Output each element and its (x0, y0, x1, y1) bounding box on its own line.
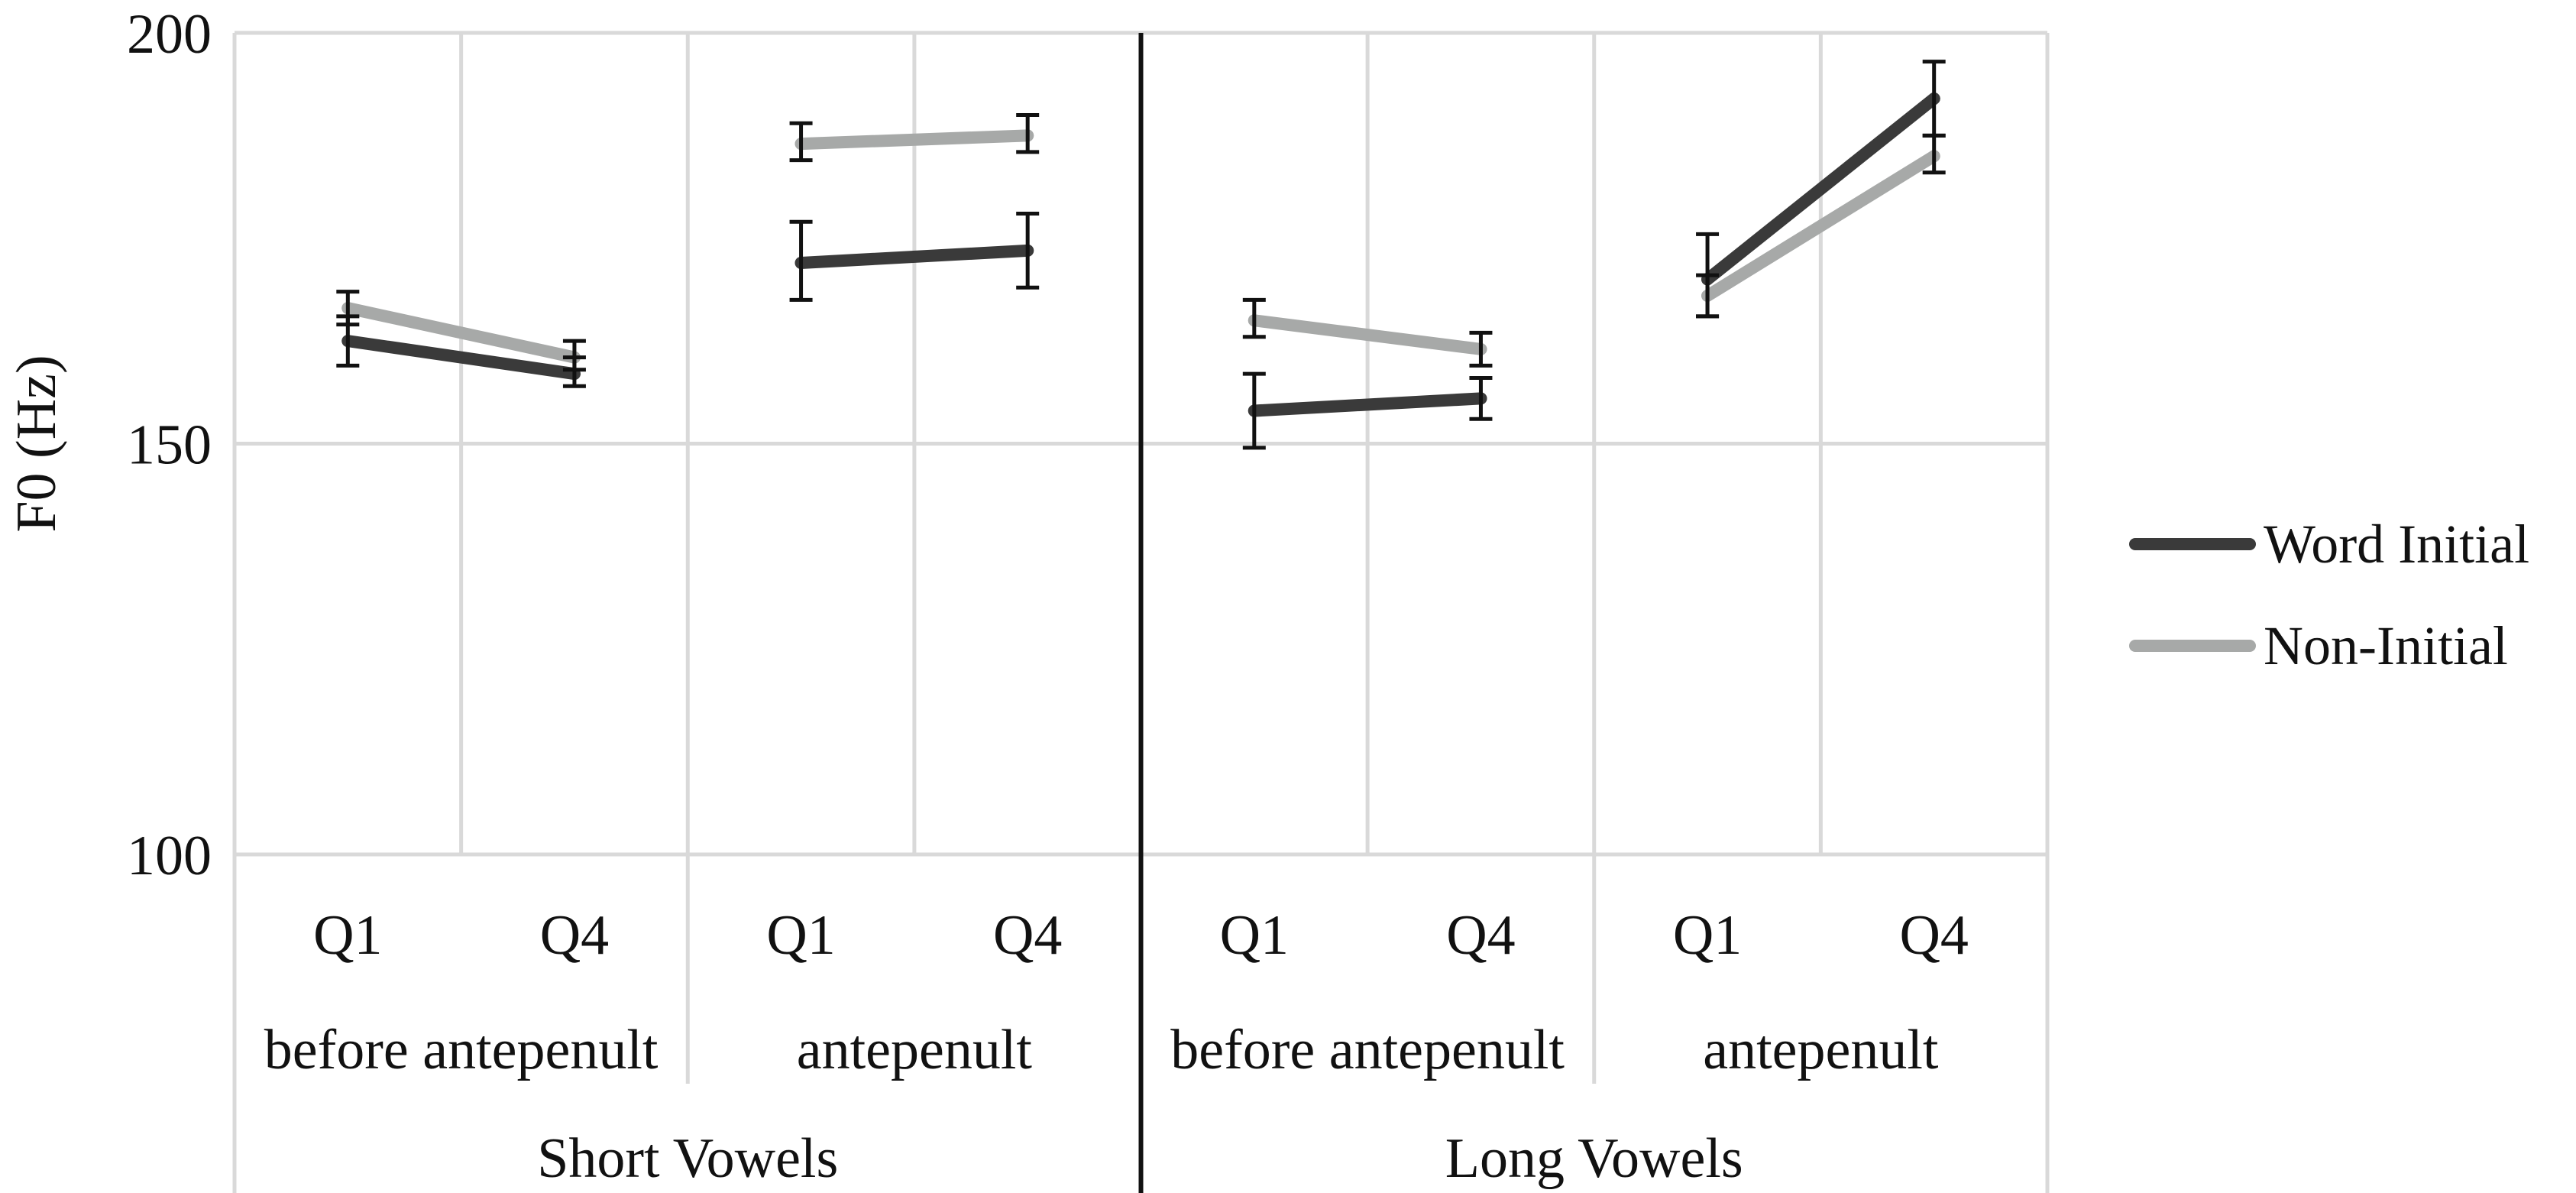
position-label: before antepenult (1170, 1019, 1565, 1081)
y-tick-label: 150 (127, 414, 212, 477)
x-tick-label: Q4 (1899, 904, 1968, 967)
series-line (1248, 314, 1487, 355)
x-tick-label: Q4 (993, 904, 1062, 967)
y-tick-label: 100 (127, 825, 212, 887)
x-tick-label: Q1 (766, 904, 835, 967)
series-line (1701, 92, 1940, 286)
series-line (341, 302, 581, 364)
x-tick-label: Q1 (313, 904, 382, 967)
legend: Word Initial Non-Initial (2129, 514, 2529, 676)
labels: Q1 Q4 Q1 Q4 Q1 Q4 Q1 Q4 before antepenult antepen… (264, 904, 1969, 1190)
position-label: antepenult (1703, 1019, 1939, 1081)
y-axis-label: F0 (Hz) (5, 355, 68, 532)
grid (232, 31, 2050, 1193)
legend-label: Word Initial (2264, 514, 2529, 575)
series-line (1701, 150, 1940, 302)
position-label: antepenult (797, 1019, 1033, 1081)
series-line (1248, 392, 1487, 417)
series-line (794, 244, 1034, 269)
vowel-group-label: Short Vowels (537, 1127, 838, 1190)
x-tick-label: Q4 (540, 904, 609, 967)
series-line (794, 129, 1034, 151)
vowel-group-label: Long Vowels (1445, 1127, 1743, 1190)
series-layer (336, 60, 1946, 450)
y-tick-label: 200 (127, 3, 212, 66)
legend-label: Non-Initial (2264, 615, 2508, 676)
series-non-initial (341, 129, 1940, 364)
x-tick-label: Q1 (1220, 904, 1289, 967)
series-word-initial (341, 92, 1940, 417)
position-label: before antepenult (264, 1019, 659, 1081)
series-line (341, 335, 581, 381)
axis: 100 150 200 F0 (Hz) (5, 3, 1144, 1193)
x-tick-label: Q4 (1446, 904, 1515, 967)
error-bars-non-initial (336, 113, 1946, 372)
x-tick-label: Q1 (1673, 904, 1742, 967)
